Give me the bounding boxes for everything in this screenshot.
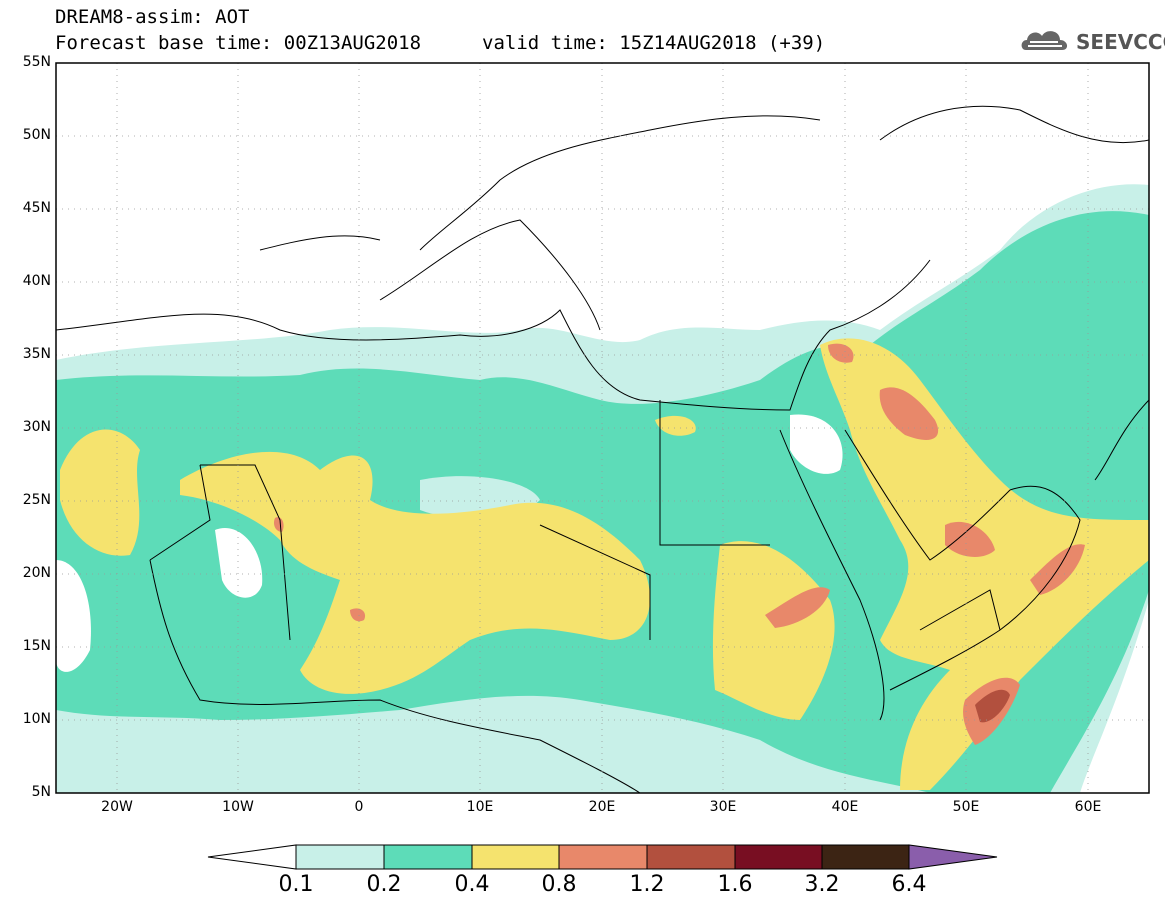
aot-clear-area [215, 528, 263, 598]
lat-label: 30N [22, 419, 51, 435]
colorbar-label: 1.6 [717, 872, 753, 897]
aot-band-0.8 [350, 608, 366, 622]
aot-field [56, 63, 1149, 793]
chart-title: DREAM8-assim: AOT [55, 6, 250, 28]
lat-label: 50N [22, 127, 51, 143]
colorbar-over-arrow [908, 844, 998, 870]
lat-label: 15N [22, 638, 51, 654]
colorbar-label: 0.1 [278, 872, 314, 897]
lon-label: 50E [952, 799, 980, 815]
colorbar [207, 844, 998, 870]
colorbar-swatch-0.8 [558, 844, 648, 870]
base-time-label: Forecast base time: 00Z13AUG2018 [55, 32, 422, 54]
valid-time-label: valid time: 15Z14AUG2018 (+39) [482, 32, 826, 54]
aot-band-0.8 [879, 387, 939, 440]
colorbar-label: 0.8 [541, 872, 577, 897]
aot-clear-area [790, 414, 843, 474]
colorbar-swatch-1.2 [646, 844, 736, 870]
aot-band-0.8 [828, 343, 854, 363]
lon-label: 10W [222, 799, 254, 815]
colorbar-label: 6.4 [891, 872, 927, 897]
map-frame [55, 62, 1150, 794]
lat-label: 35N [22, 346, 51, 362]
lat-label: 55N [22, 54, 51, 70]
aot-band-0.8 [765, 587, 830, 628]
lat-label: 25N [22, 492, 51, 508]
lon-label: 10E [466, 799, 494, 815]
lat-label: 40N [22, 273, 51, 289]
coastlines [56, 105, 1149, 793]
colorbar-swatch-1.6 [734, 844, 823, 870]
colorbar-label: 0.2 [366, 872, 402, 897]
aot-band-1.2 [975, 689, 1010, 723]
lon-label: 0 [354, 799, 364, 815]
colorbar-swatch-0.4 [471, 844, 560, 870]
colorbar-under-arrow [207, 844, 297, 870]
aot-band-0.4 [180, 451, 650, 694]
colorbar-swatch-0.2 [383, 844, 473, 870]
colorbar-swatch-3.2 [821, 844, 910, 870]
colorbar-label: 3.2 [804, 872, 840, 897]
aot-band-0.4 [712, 541, 835, 720]
cloud-icon [1021, 31, 1068, 50]
lon-label: 60E [1074, 799, 1102, 815]
graticule [56, 63, 1149, 793]
lon-label: 20E [588, 799, 616, 815]
lat-label: 45N [22, 200, 51, 216]
colorbar-label: 1.2 [629, 872, 665, 897]
aot-clear-area [56, 560, 91, 672]
colorbar-swatch-0.1 [295, 844, 385, 870]
lat-label: 5N [31, 784, 51, 800]
lat-label: 20N [22, 565, 51, 581]
aot-band-0.4 [655, 415, 696, 436]
seevccc-logo: SEEVCCC [1018, 24, 1165, 58]
lon-label: 40E [831, 799, 859, 815]
logo-text: SEEVCCC [1076, 30, 1165, 54]
lon-label: 30E [709, 799, 737, 815]
aot-band-0.4 [60, 429, 140, 556]
lon-label: 20W [101, 799, 133, 815]
aot-band-0.8 [945, 521, 995, 557]
aot-band-0.4 [820, 338, 1149, 790]
colorbar-label: 0.4 [454, 872, 490, 897]
lat-label: 10N [22, 711, 51, 727]
